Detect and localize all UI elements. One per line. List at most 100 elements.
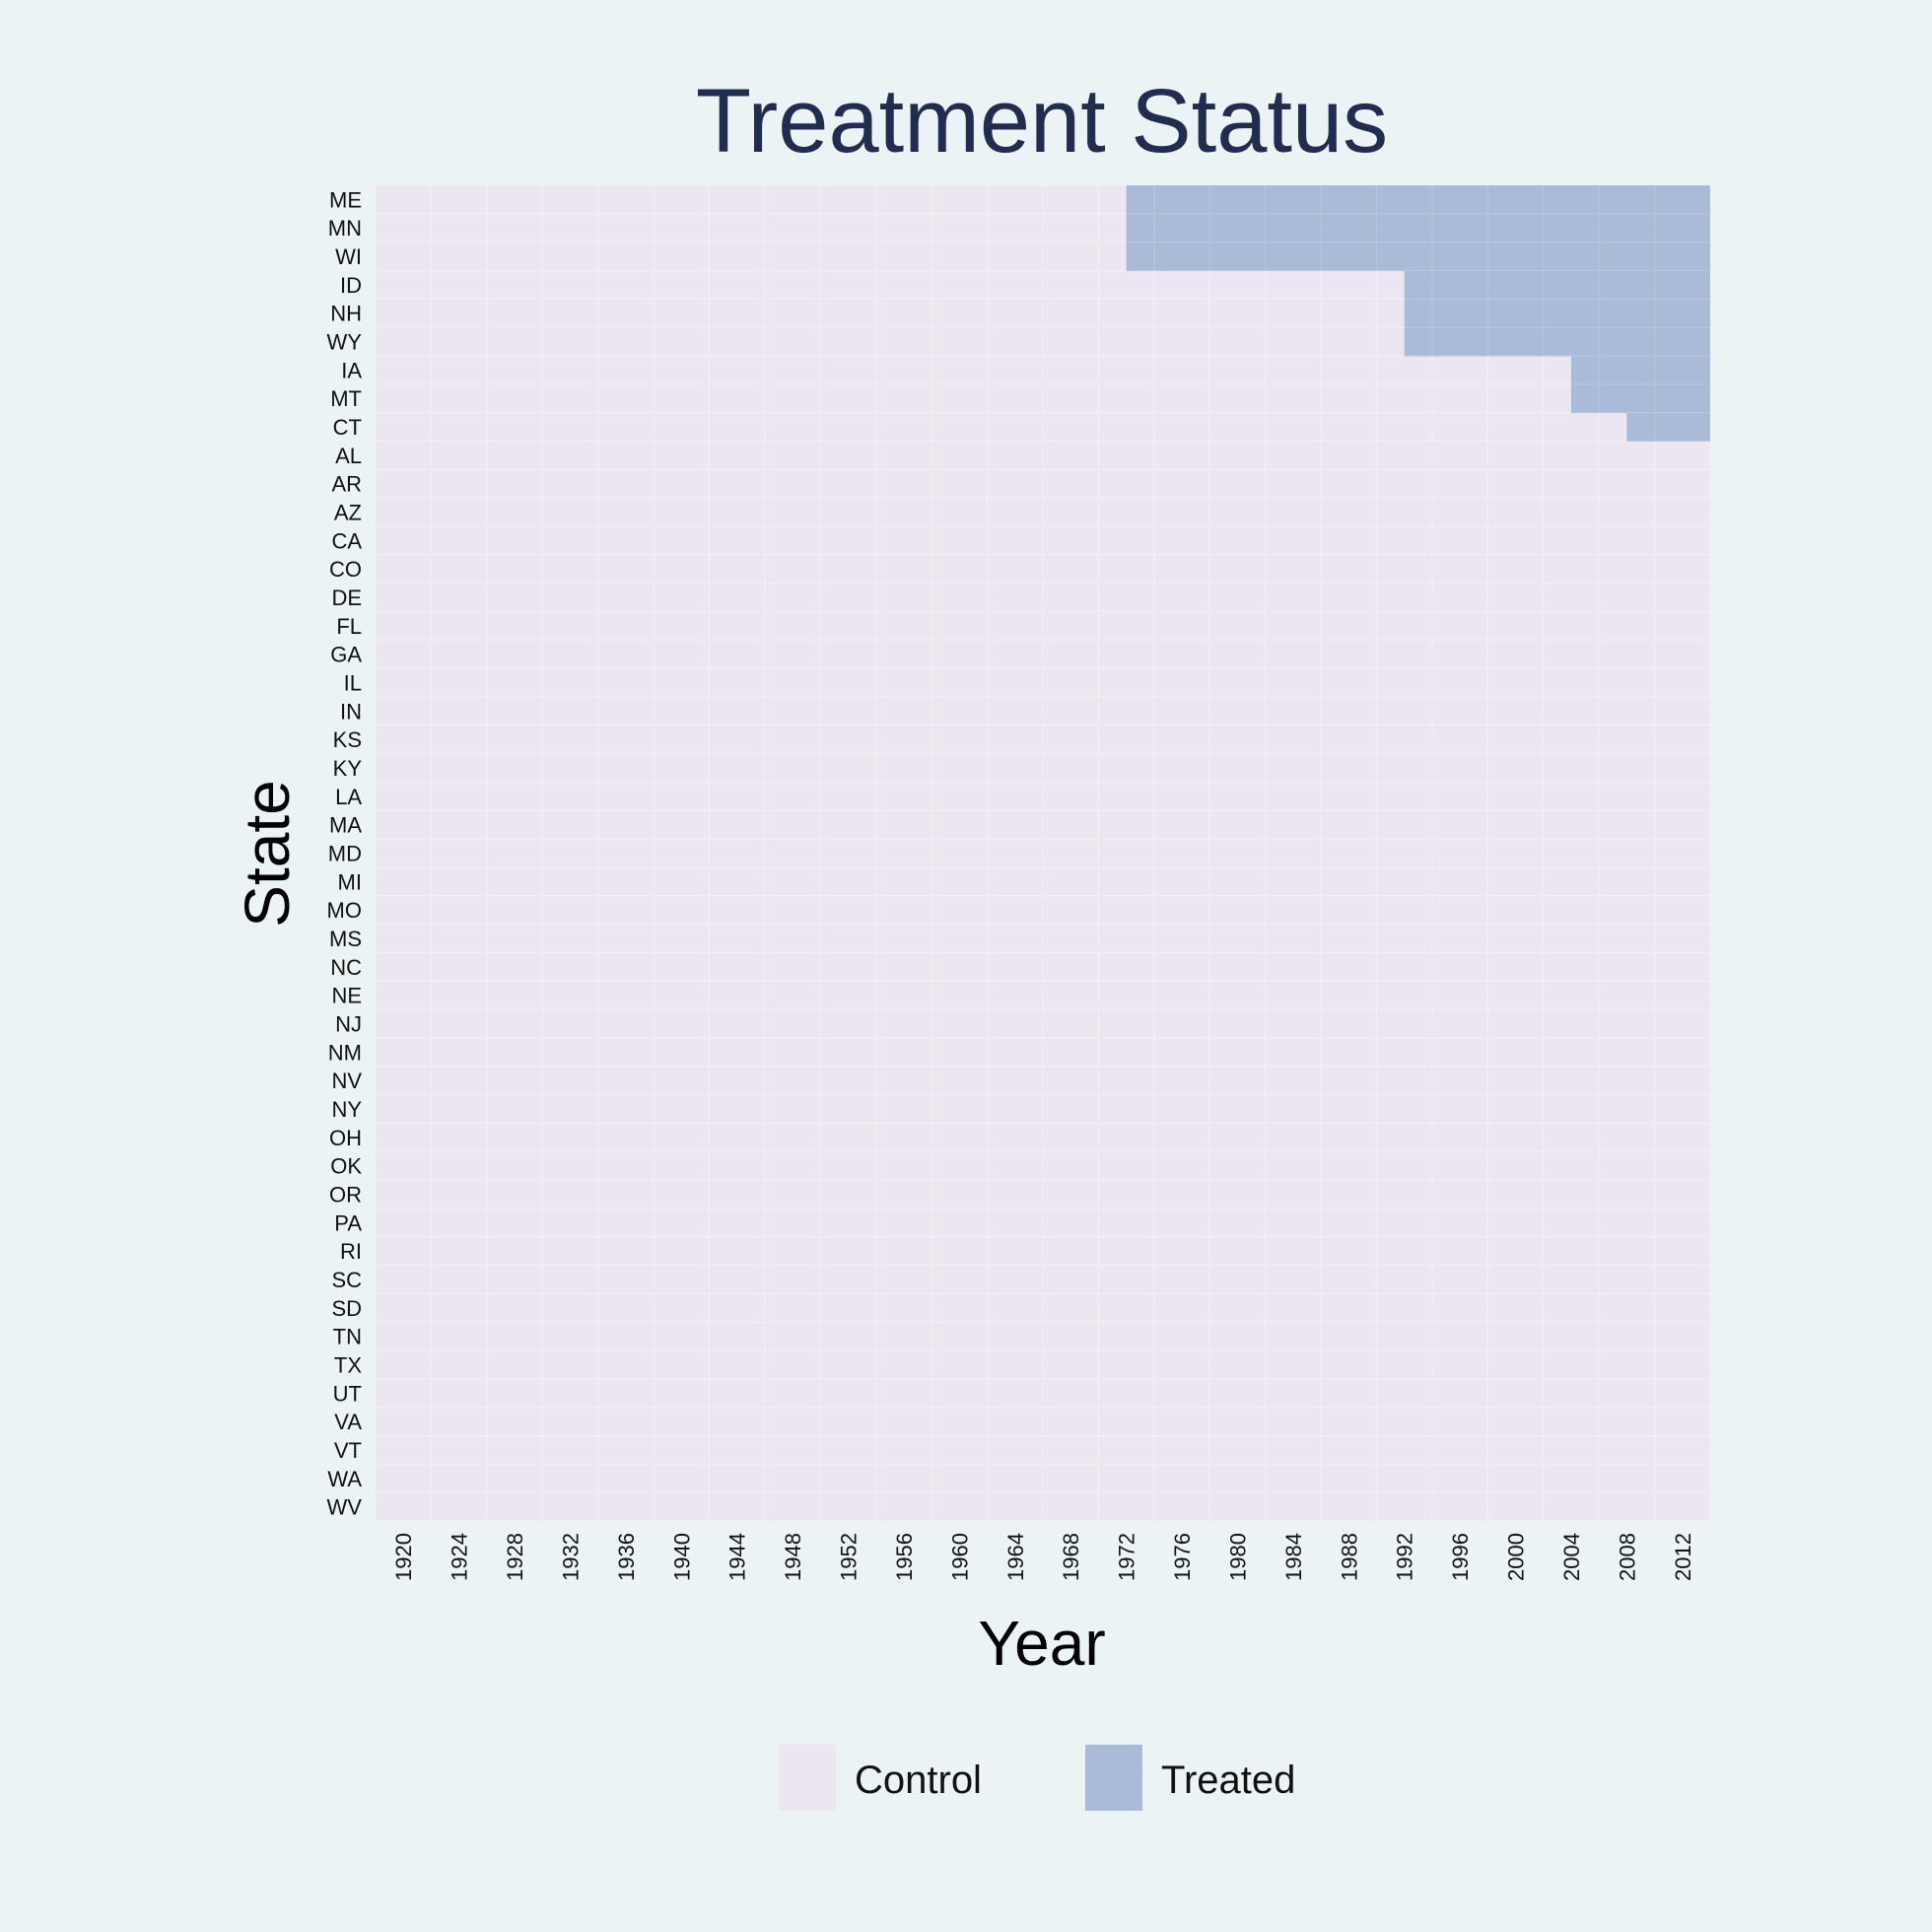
control-cell — [709, 269, 766, 300]
control-cell — [1042, 838, 1099, 868]
control-cell — [709, 1491, 766, 1522]
control-cell — [1153, 497, 1210, 527]
control-cell — [1042, 269, 1099, 300]
control-cell — [1320, 1066, 1378, 1096]
control-cell — [875, 554, 932, 585]
control-cell — [375, 1094, 432, 1124]
control-cell — [1376, 1150, 1433, 1181]
control-cell — [541, 269, 599, 300]
control-cell — [875, 1236, 932, 1267]
control-cell — [764, 1236, 821, 1267]
y-tick-label: IN — [340, 699, 362, 724]
control-cell — [1320, 1008, 1378, 1039]
control-cell — [1654, 1008, 1711, 1039]
control-cell — [541, 440, 599, 470]
control-cell — [1598, 1208, 1656, 1238]
control-cell — [486, 781, 543, 811]
control-cell — [1654, 610, 1711, 641]
y-tick-label: MN — [328, 216, 362, 241]
control-cell — [430, 383, 488, 414]
control-cell — [1598, 838, 1656, 868]
control-cell — [1320, 895, 1378, 926]
control-cell — [1320, 1094, 1378, 1124]
treated-cell-nh — [1404, 299, 1710, 328]
control-cell — [1208, 1463, 1267, 1493]
control-cell — [875, 753, 932, 783]
control-cell — [931, 639, 989, 669]
control-cell — [819, 639, 877, 669]
control-cell — [1265, 1208, 1322, 1238]
control-cell — [430, 866, 488, 897]
control-cell — [375, 753, 432, 783]
control-cell — [931, 980, 989, 1010]
control-cell — [1153, 1037, 1210, 1068]
control-cell — [709, 1463, 766, 1493]
control-cell — [653, 1321, 710, 1351]
control-cell — [1097, 1008, 1155, 1039]
control-cell — [1097, 866, 1155, 897]
control-cell — [1431, 355, 1488, 385]
x-tick-label: 1988 — [1337, 1533, 1361, 1581]
control-cell — [653, 1349, 710, 1380]
y-tick-label: MS — [329, 927, 362, 951]
control-cell — [1486, 838, 1545, 868]
control-cell — [375, 895, 432, 926]
control-cell — [1042, 242, 1099, 271]
control-cell — [1598, 639, 1656, 669]
control-cell — [1097, 753, 1155, 783]
control-cell — [430, 1208, 488, 1238]
control-cell — [1598, 951, 1656, 982]
control-cell — [486, 1491, 543, 1522]
control-cell — [875, 610, 932, 641]
control-cell — [1042, 1236, 1099, 1267]
control-cell — [1042, 326, 1099, 357]
treated-cell-ia — [1570, 355, 1710, 384]
y-tick-label: OR — [329, 1182, 362, 1207]
control-cell — [430, 1066, 488, 1096]
control-cell — [375, 242, 432, 271]
control-cell — [1376, 924, 1433, 953]
control-cell — [875, 809, 932, 840]
control-cell — [987, 326, 1044, 357]
control-cell — [1042, 809, 1099, 840]
control-cell — [430, 1094, 488, 1124]
control-cell — [486, 554, 543, 585]
control-cell — [1376, 696, 1433, 726]
control-cell — [486, 1292, 543, 1323]
control-cell — [1543, 468, 1600, 499]
control-cell — [430, 1008, 488, 1039]
control-cell — [1265, 1122, 1322, 1152]
y-tick-label: IL — [344, 671, 362, 696]
x-tick-label: 1984 — [1281, 1533, 1306, 1581]
control-cell — [1598, 440, 1656, 470]
control-cell — [486, 383, 543, 414]
control-cell — [1431, 583, 1488, 612]
control-cell — [653, 639, 710, 669]
control-cell — [709, 753, 766, 783]
control-cell — [875, 838, 932, 868]
control-cell — [486, 497, 543, 527]
control-cell — [375, 724, 432, 755]
control-cell — [1598, 497, 1656, 527]
control-cell — [541, 1179, 599, 1209]
control-cell — [597, 213, 655, 243]
control-cell — [1042, 1037, 1099, 1068]
control-cell — [1486, 924, 1545, 953]
x-tick-label: 1920 — [391, 1533, 416, 1581]
y-tick-label: VA — [334, 1410, 362, 1434]
control-cell — [486, 610, 543, 641]
control-cell — [1265, 1094, 1322, 1124]
control-cell — [931, 554, 989, 585]
control-cell — [875, 242, 932, 271]
control-cell — [597, 1321, 655, 1351]
control-cell — [1265, 980, 1322, 1010]
control-cell — [541, 1491, 599, 1522]
control-cell — [875, 639, 932, 669]
control-cell — [931, 1008, 989, 1039]
control-cell — [1097, 1349, 1155, 1380]
control-cell — [1376, 724, 1433, 755]
control-cell — [430, 1292, 488, 1323]
control-cell — [430, 242, 488, 271]
control-cell — [653, 468, 710, 499]
control-cell — [1376, 1292, 1433, 1323]
